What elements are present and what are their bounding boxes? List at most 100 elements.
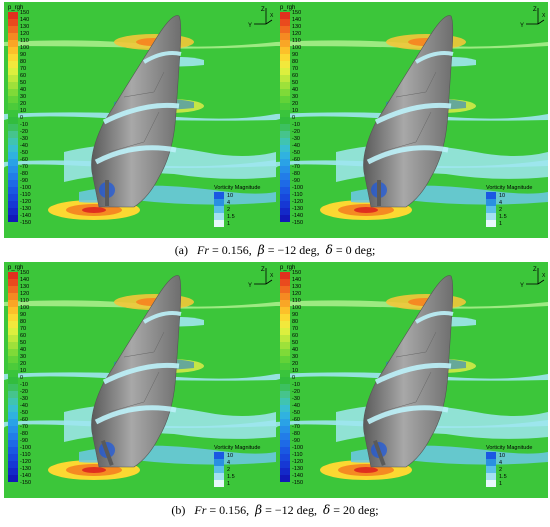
colorbar-swatch xyxy=(8,26,18,33)
colorbar-swatch xyxy=(8,138,18,145)
axis-triad: Z Y X xyxy=(520,267,546,289)
colorbar-tick-label: 80 xyxy=(20,59,26,65)
colorbar-swatch xyxy=(280,82,290,89)
vorticity-swatch xyxy=(486,199,496,206)
colorbar-swatch xyxy=(8,475,18,482)
colorbar-swatch xyxy=(280,286,290,293)
colorbar-tick-label: 130 xyxy=(20,284,29,290)
colorbar-tick-label: -30 xyxy=(20,396,28,402)
vorticity-swatch xyxy=(214,213,224,220)
colorbar-swatch xyxy=(280,61,290,68)
colorbar-swatch xyxy=(8,173,18,180)
colorbar-tick-label: -40 xyxy=(20,403,28,409)
axis-x-label: X xyxy=(270,13,274,19)
pressure-colorbar: p_rgh15014013012011010090807060504030201… xyxy=(280,265,303,486)
colorbar-tick-label: -60 xyxy=(20,157,28,163)
colorbar-tick-label: -40 xyxy=(20,143,28,149)
colorbar-tick-label: 30 xyxy=(292,354,298,360)
colorbar-tick-label: 130 xyxy=(20,24,29,30)
vorticity-swatch xyxy=(486,206,496,213)
colorbar-swatch xyxy=(280,187,290,194)
colorbar-tick-label: 100 xyxy=(20,45,29,51)
colorbar-swatch xyxy=(8,405,18,412)
colorbar-tick-label: -70 xyxy=(20,424,28,430)
vorticity-swatch xyxy=(486,480,496,487)
vorticity-tick-label: 1 xyxy=(499,221,502,227)
pressure-colorbar: p_rgh15014013012011010090807060504030201… xyxy=(8,265,31,486)
colorbar-tick-label: -140 xyxy=(292,213,303,219)
colorbar-tick-label: 120 xyxy=(20,31,29,37)
colorbar-swatch xyxy=(280,440,290,447)
colorbar-swatch xyxy=(8,75,18,82)
colorbar-swatch xyxy=(280,293,290,300)
colorbar-tick-label: 50 xyxy=(20,80,26,86)
colorbar-swatch xyxy=(8,272,18,279)
colorbar-swatch xyxy=(280,75,290,82)
colorbar-tick-label: -70 xyxy=(292,164,300,170)
colorbar-swatch xyxy=(280,26,290,33)
colorbar-swatch xyxy=(280,454,290,461)
colorbar-tick-label: -40 xyxy=(292,403,300,409)
colorbar-tick-label: -110 xyxy=(20,192,31,198)
colorbar-tick-label: -90 xyxy=(292,178,300,184)
vorticity-tick-label: 1 xyxy=(227,221,230,227)
vorticity-swatch xyxy=(214,466,224,473)
colorbar-tick-label: 140 xyxy=(292,17,301,23)
vorticity-swatch xyxy=(214,192,224,199)
colorbar-tick-label: 140 xyxy=(292,277,301,283)
colorbar-tick-label: 110 xyxy=(292,298,301,304)
colorbar-swatch xyxy=(8,433,18,440)
panel-b-left: p_rgh 150 140 130 120 110 100 90 80 70 60 50 40 30 20 1… xyxy=(4,262,276,498)
colorbar-swatch xyxy=(8,356,18,363)
vorticity-swatch xyxy=(486,220,496,227)
colorbar-tick-label: 90 xyxy=(20,312,26,318)
colorbar-swatch xyxy=(8,215,18,222)
colorbar-tick-label: -150 xyxy=(20,480,31,486)
colorbar-swatch xyxy=(280,54,290,61)
colorbar-swatch xyxy=(8,131,18,138)
colorbar-swatch xyxy=(8,117,18,124)
vorticity-swatch xyxy=(214,220,224,227)
vorticity-swatch xyxy=(214,473,224,480)
colorbar-tick-label: 10 xyxy=(20,368,26,374)
colorbar-swatch xyxy=(280,314,290,321)
colorbar-tick-label: -120 xyxy=(20,199,31,205)
vorticity-swatch xyxy=(486,213,496,220)
colorbar-swatch xyxy=(8,33,18,40)
colorbar-tick-label: -50 xyxy=(20,150,28,156)
colorbar-swatch xyxy=(280,391,290,398)
colorbar-swatch xyxy=(8,208,18,215)
colorbar-swatch xyxy=(280,370,290,377)
colorbar-tick-label: 150 xyxy=(20,270,29,276)
colorbar-tick-label: 120 xyxy=(292,31,301,37)
colorbar-swatch xyxy=(8,426,18,433)
axis-y-label: Y xyxy=(248,23,252,29)
colorbar-tick-label: -120 xyxy=(292,459,303,465)
colorbar-tick-label: 30 xyxy=(20,354,26,360)
colorbar-swatch xyxy=(280,96,290,103)
colorbar-swatch xyxy=(8,145,18,152)
colorbar-tick-label: 10 xyxy=(20,108,26,114)
vorticity-tick-label: 10 xyxy=(499,453,505,459)
colorbar-swatch xyxy=(280,426,290,433)
colorbar-tick-label: -30 xyxy=(292,396,300,402)
colorbar-tick-label: 60 xyxy=(292,333,298,339)
colorbar-swatch xyxy=(280,19,290,26)
colorbar-tick-label: 110 xyxy=(292,38,301,44)
axis-z-label: Z xyxy=(533,7,537,13)
colorbar-tick-label: -20 xyxy=(20,129,28,135)
colorbar-swatch xyxy=(280,335,290,342)
colorbar-swatch xyxy=(280,12,290,19)
colorbar-swatch xyxy=(280,215,290,222)
axis-y-label: Y xyxy=(520,283,524,289)
colorbar-swatch xyxy=(8,96,18,103)
colorbar-tick-label: -150 xyxy=(20,220,31,226)
colorbar-swatch xyxy=(280,321,290,328)
colorbar-swatch xyxy=(8,335,18,342)
vorticity-swatch xyxy=(214,452,224,459)
colorbar-tick-label: 40 xyxy=(292,87,298,93)
colorbar-swatch xyxy=(280,201,290,208)
colorbar-swatch xyxy=(8,447,18,454)
colorbar-title: p_rgh xyxy=(8,265,23,271)
caption-a: (a) Fr = 0.156, β = −12 deg, δ = 0 deg; xyxy=(174,243,376,257)
